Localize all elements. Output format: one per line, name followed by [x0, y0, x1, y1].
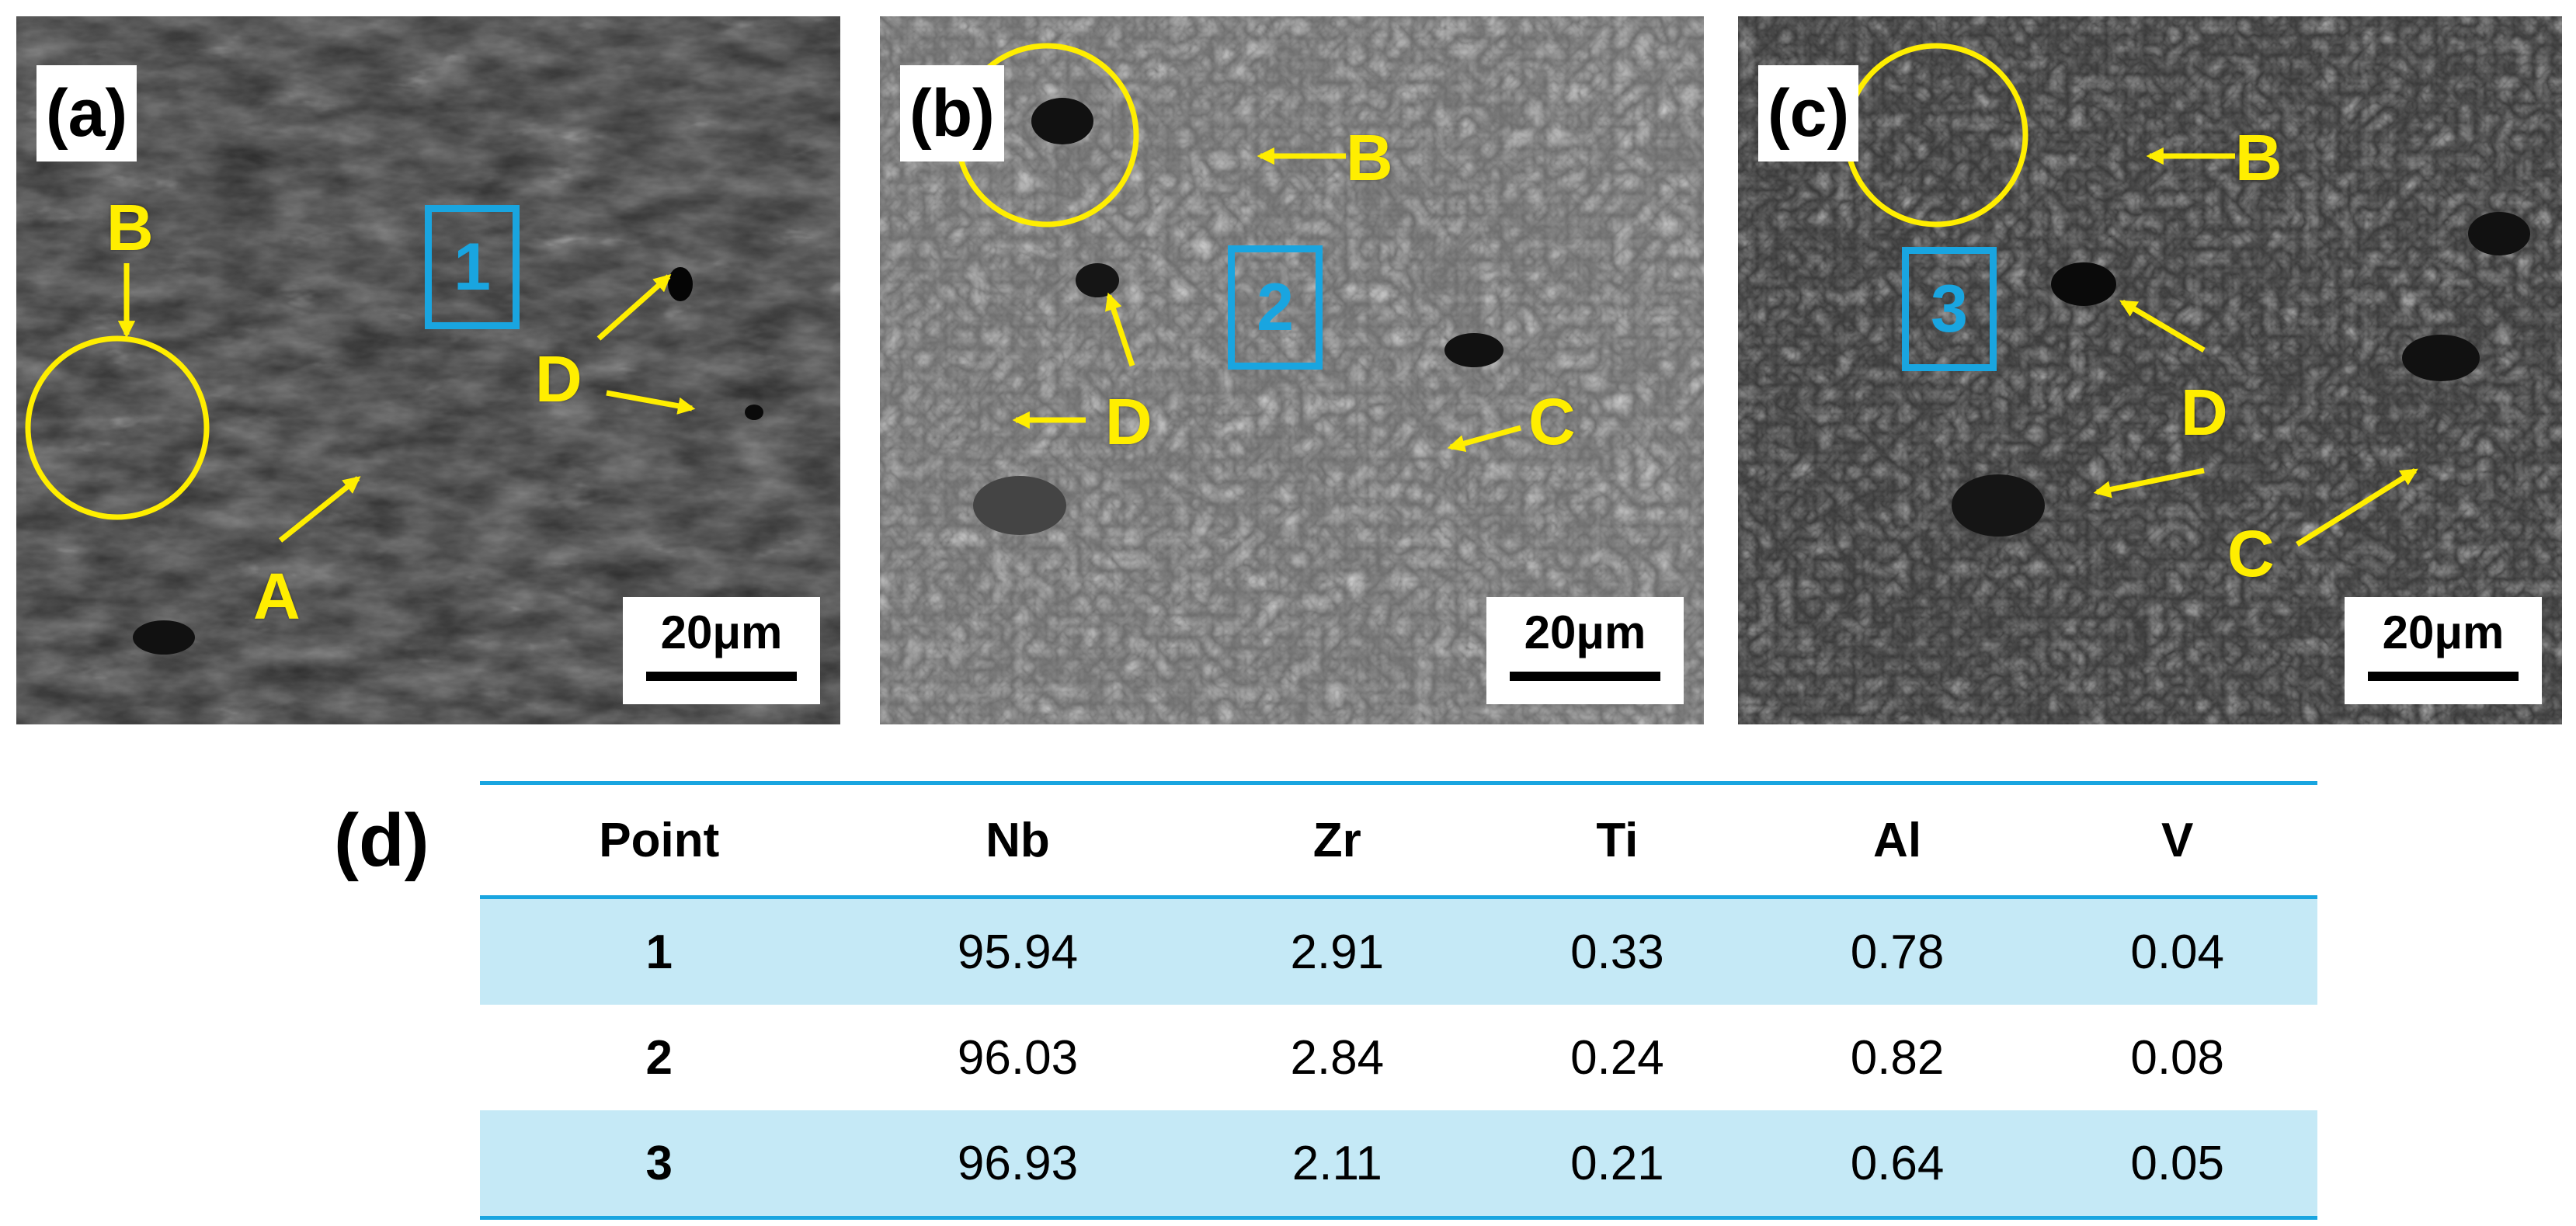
scale-bar-line-c [2368, 672, 2519, 681]
cell-nb: 95.94 [838, 897, 1198, 1005]
cell-v: 0.08 [2130, 1030, 2225, 1085]
annotation-b-a: B [106, 191, 154, 264]
cell-al: 0.64 [1757, 1110, 2038, 1220]
panel-label-c: (c) [1758, 65, 1859, 161]
cell-nb: 96.93 [838, 1110, 1198, 1220]
table-row: 3 96.93 2.11 0.21 0.64 0.05 [480, 1110, 2317, 1220]
sem-panel-a: (a) B A D 1 20μm [16, 16, 840, 724]
cell-point: 3 [480, 1110, 839, 1220]
table-header-row: Point Nb Zr Ti Al V [480, 781, 2317, 899]
cell-zr: 2.84 [1290, 1030, 1385, 1085]
scale-bar-label-b: 20μm [1524, 606, 1646, 658]
point-box-1: 1 [425, 205, 520, 329]
sem-image-b [880, 16, 1704, 724]
scale-bar-a: 20μm [623, 597, 820, 704]
annotation-c-b: C [1528, 385, 1576, 458]
panel-label-b: (b) [900, 65, 1004, 161]
scale-bar-c: 20μm [2345, 597, 2542, 704]
cell-zr: 2.11 [1197, 1110, 1478, 1220]
header-nb: Nb [838, 781, 1198, 899]
header-v: V [2037, 781, 2317, 899]
panel-label-d: (d) [334, 799, 429, 882]
sem-image-a [16, 16, 840, 724]
scale-bar-line-b [1510, 672, 1660, 681]
header-al: Al [1757, 781, 2038, 899]
annotation-c-c: C [2227, 517, 2275, 590]
cell-point: 1 [480, 897, 839, 1005]
point-box-3: 3 [1902, 247, 1997, 371]
annotation-d-c: D [2181, 376, 2228, 449]
sem-panel-c: (c) B D C 3 20μm [1738, 16, 2562, 724]
cell-ti: 0.21 [1477, 1110, 1757, 1220]
table-row: 1 95.94 2.91 0.33 0.78 0.04 [480, 897, 2317, 1005]
annotation-d-b: D [1105, 385, 1152, 458]
scale-bar-label-a: 20μm [660, 606, 783, 658]
cell-point: 2 [645, 1030, 673, 1085]
cell-ti: 0.33 [1477, 897, 1757, 1005]
cell-nb: 96.03 [957, 1030, 1079, 1085]
point-box-2: 2 [1228, 245, 1323, 370]
annotation-d-a: D [535, 342, 582, 415]
cell-al: 0.82 [1850, 1030, 1945, 1085]
annotation-a: A [253, 560, 301, 633]
panel-label-a: (a) [37, 65, 137, 161]
scale-bar-label-c: 20μm [2382, 606, 2505, 658]
scale-bar-b: 20μm [1486, 597, 1684, 704]
cell-zr: 2.91 [1197, 897, 1478, 1005]
header-ti: Ti [1477, 781, 1757, 899]
header-point: Point [480, 781, 839, 899]
eds-composition-table: Point Nb Zr Ti Al V 1 95.94 2.91 0.33 0.… [480, 781, 2317, 1220]
header-zr: Zr [1197, 781, 1478, 899]
annotation-b-b: B [1346, 121, 1393, 194]
cell-v: 0.05 [2037, 1110, 2317, 1220]
sem-panel-b: (b) B D C 2 20μm [880, 16, 1704, 724]
scale-bar-line-a [646, 672, 797, 681]
cell-al: 0.78 [1757, 897, 2038, 1005]
table-row: 2 96.03 2.84 0.24 0.82 0.08 [480, 1005, 2317, 1110]
cell-ti: 0.24 [1570, 1030, 1664, 1085]
annotation-b-c: B [2235, 121, 2282, 194]
cell-v: 0.04 [2037, 897, 2317, 1005]
